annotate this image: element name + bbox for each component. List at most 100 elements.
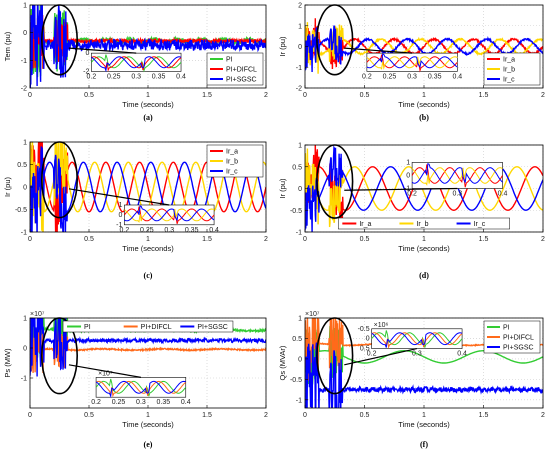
x-tick-label: 0 — [28, 412, 32, 419]
y-tick-label: 1 — [23, 140, 27, 147]
series-ir-a — [30, 142, 266, 232]
x-tick-label: 1 — [146, 236, 150, 243]
x-tick-label: 1.5 — [202, 92, 212, 99]
y-tick-label: -2 — [296, 86, 302, 93]
inset-x-tick-label: 0.35 — [152, 73, 166, 80]
inset-x-tick-label: 0.25 — [107, 73, 121, 80]
panel-caption: (d) — [419, 271, 429, 280]
inset-series-pi-sgsc — [371, 332, 463, 348]
inset-x-tick-label: 0.3 — [131, 73, 141, 80]
inset-x-tick-label: 0.3 — [412, 351, 422, 358]
inset-x-tick-label: 0.25 — [112, 399, 126, 406]
inset-series-pi-sgsc — [95, 380, 186, 399]
panel-caption: (e) — [144, 440, 153, 449]
x-tick-label: 1.5 — [202, 236, 212, 243]
zoom-ellipse — [316, 317, 354, 395]
inset-x-tick-label: 0.3 — [136, 399, 146, 406]
x-tick-label: 1.5 — [202, 412, 212, 419]
inset-series-ir-b — [411, 167, 503, 186]
inset: 0.20.30.410-1 — [404, 159, 508, 197]
inset-x-tick-label: 0.4 — [181, 399, 191, 406]
zoom-ellipse — [40, 4, 79, 76]
legend-label: PI+DIFCL — [503, 335, 534, 342]
y-tick-label: -1 — [21, 376, 27, 383]
panel-b: 0 0.5 1 1.5 2 -2 -1 0 1 2 Time (seconds) Ir (pu) (b)… — [278, 3, 545, 123]
legend-label: PI — [503, 325, 510, 332]
legend-label: Ir_c — [474, 221, 486, 228]
inset-series-ir-c — [366, 53, 458, 69]
series-ir-c — [30, 146, 266, 232]
legend-label: PI — [84, 324, 91, 331]
y-axis-label: Ps (MW) — [3, 348, 12, 378]
zoom-arrow — [344, 187, 458, 191]
y-tick-label: 0 — [298, 186, 302, 193]
inset-y-tick-label: -2 — [83, 68, 89, 75]
y-axis-label: Ir (pu) — [3, 177, 12, 198]
inset-y-tick-label: 0 — [406, 172, 410, 179]
y-tick-label: 1 — [23, 316, 27, 323]
inset: 0.2 0.3 0.4 -0.5 0 0.5 ×10⁶ — [358, 322, 467, 358]
x-tick-label: 1.5 — [479, 236, 489, 243]
inset-x-tick-label: 0.25 — [140, 227, 154, 234]
y-tick-label: 2 — [298, 3, 302, 10]
legend-label: Ir_a — [226, 149, 238, 156]
series-group — [30, 5, 266, 88]
y-tick-label: -1 — [296, 65, 302, 72]
series-group — [30, 318, 266, 377]
series-pi-sgsc — [305, 342, 543, 408]
x-tick-label: 0.5 — [84, 236, 94, 243]
inset-exponent: ×10⁷ — [98, 370, 113, 377]
inset-y-tick-label: 0 — [118, 212, 122, 219]
legend: PI PI+DIFCL PI+SGSC — [206, 52, 264, 86]
series-pi-difcl — [30, 325, 266, 374]
x-axis-label: Time (seconds) — [122, 244, 174, 253]
inset: 0.2 0.25 0.3 0.35 0.4 1 0 -1 — [116, 202, 219, 234]
y-tick-label: 0 — [23, 185, 27, 192]
series-ir-c — [305, 145, 543, 232]
legend-label: PI+DIFCL — [141, 324, 172, 331]
panel-caption: (b) — [419, 113, 429, 122]
x-tick-label: 1.5 — [479, 412, 489, 419]
inset-x-tick-label: 0.4 — [176, 73, 186, 80]
x-tick-label: 1.5 — [479, 92, 489, 99]
series-ir-a — [305, 18, 543, 70]
x-axis-label: Time (seconds) — [122, 100, 174, 109]
y-tick-label: -1 — [296, 397, 302, 404]
inset-series-ir-c — [124, 205, 215, 222]
inset: 0.2 0.25 0.3 0.35 0.4 0 -2 — [83, 50, 186, 80]
inset-x-tick-label: 0.3 — [164, 227, 174, 234]
zoom-ellipse — [316, 4, 354, 76]
x-tick-label: 2 — [264, 412, 268, 419]
inset-series-ir-b — [366, 56, 458, 70]
inset-x-tick-label: 0.25 — [383, 73, 397, 80]
zoom-arrow — [344, 348, 417, 366]
legend: Ir_a Ir_b Ir_c — [206, 144, 264, 178]
inset-series-pi — [95, 378, 187, 397]
axis-exponent: ×10⁷ — [30, 311, 45, 318]
legend: Ir_a Ir_b Ir_c — [483, 52, 541, 86]
zoom-ellipse — [40, 317, 79, 395]
y-tick-label: -2 — [21, 86, 27, 93]
panel-caption: (c) — [144, 271, 153, 280]
axis-exponent: ×10⁷ — [305, 311, 320, 318]
y-axis-label: Ir (pu) — [278, 36, 287, 57]
panel-caption: (f) — [420, 440, 428, 449]
x-tick-label: 0.5 — [360, 412, 370, 419]
y-tick-label: 0 — [298, 44, 302, 51]
y-tick-label: 1 — [298, 23, 302, 30]
inset-x-tick-label: 0.4 — [452, 73, 462, 80]
inset-y-tick-label: 0 — [85, 50, 89, 57]
zoom-arrow — [68, 364, 142, 378]
x-tick-label: 0 — [303, 236, 307, 243]
x-tick-label: 0 — [28, 236, 32, 243]
inset-y-tick-label: 1 — [118, 202, 122, 209]
x-axis-label: Time (seconds) — [398, 100, 450, 109]
y-axis-label: Tem (pu) — [3, 31, 12, 61]
x-tick-label: 0.5 — [360, 92, 370, 99]
inset-x-tick-label: 0.4 — [498, 191, 508, 198]
x-tick-label: 2 — [541, 92, 545, 99]
inset-series-ir-b — [124, 208, 215, 223]
y-tick-label: -0.5 — [290, 377, 302, 384]
